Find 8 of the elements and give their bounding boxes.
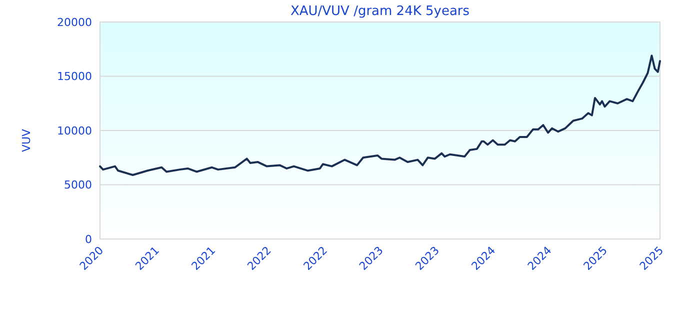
- y-tick-label: 5000: [64, 178, 92, 192]
- chart-title: XAU/VUV /gram 24K 5years: [290, 4, 470, 19]
- y-axis-title: VUV: [20, 128, 33, 152]
- y-tick-label: 0: [85, 232, 92, 246]
- y-tick-label: 10000: [57, 124, 92, 138]
- y-tick-label: 20000: [57, 16, 92, 29]
- line-series: [99, 54, 661, 176]
- y-tick-label: 15000: [57, 70, 92, 84]
